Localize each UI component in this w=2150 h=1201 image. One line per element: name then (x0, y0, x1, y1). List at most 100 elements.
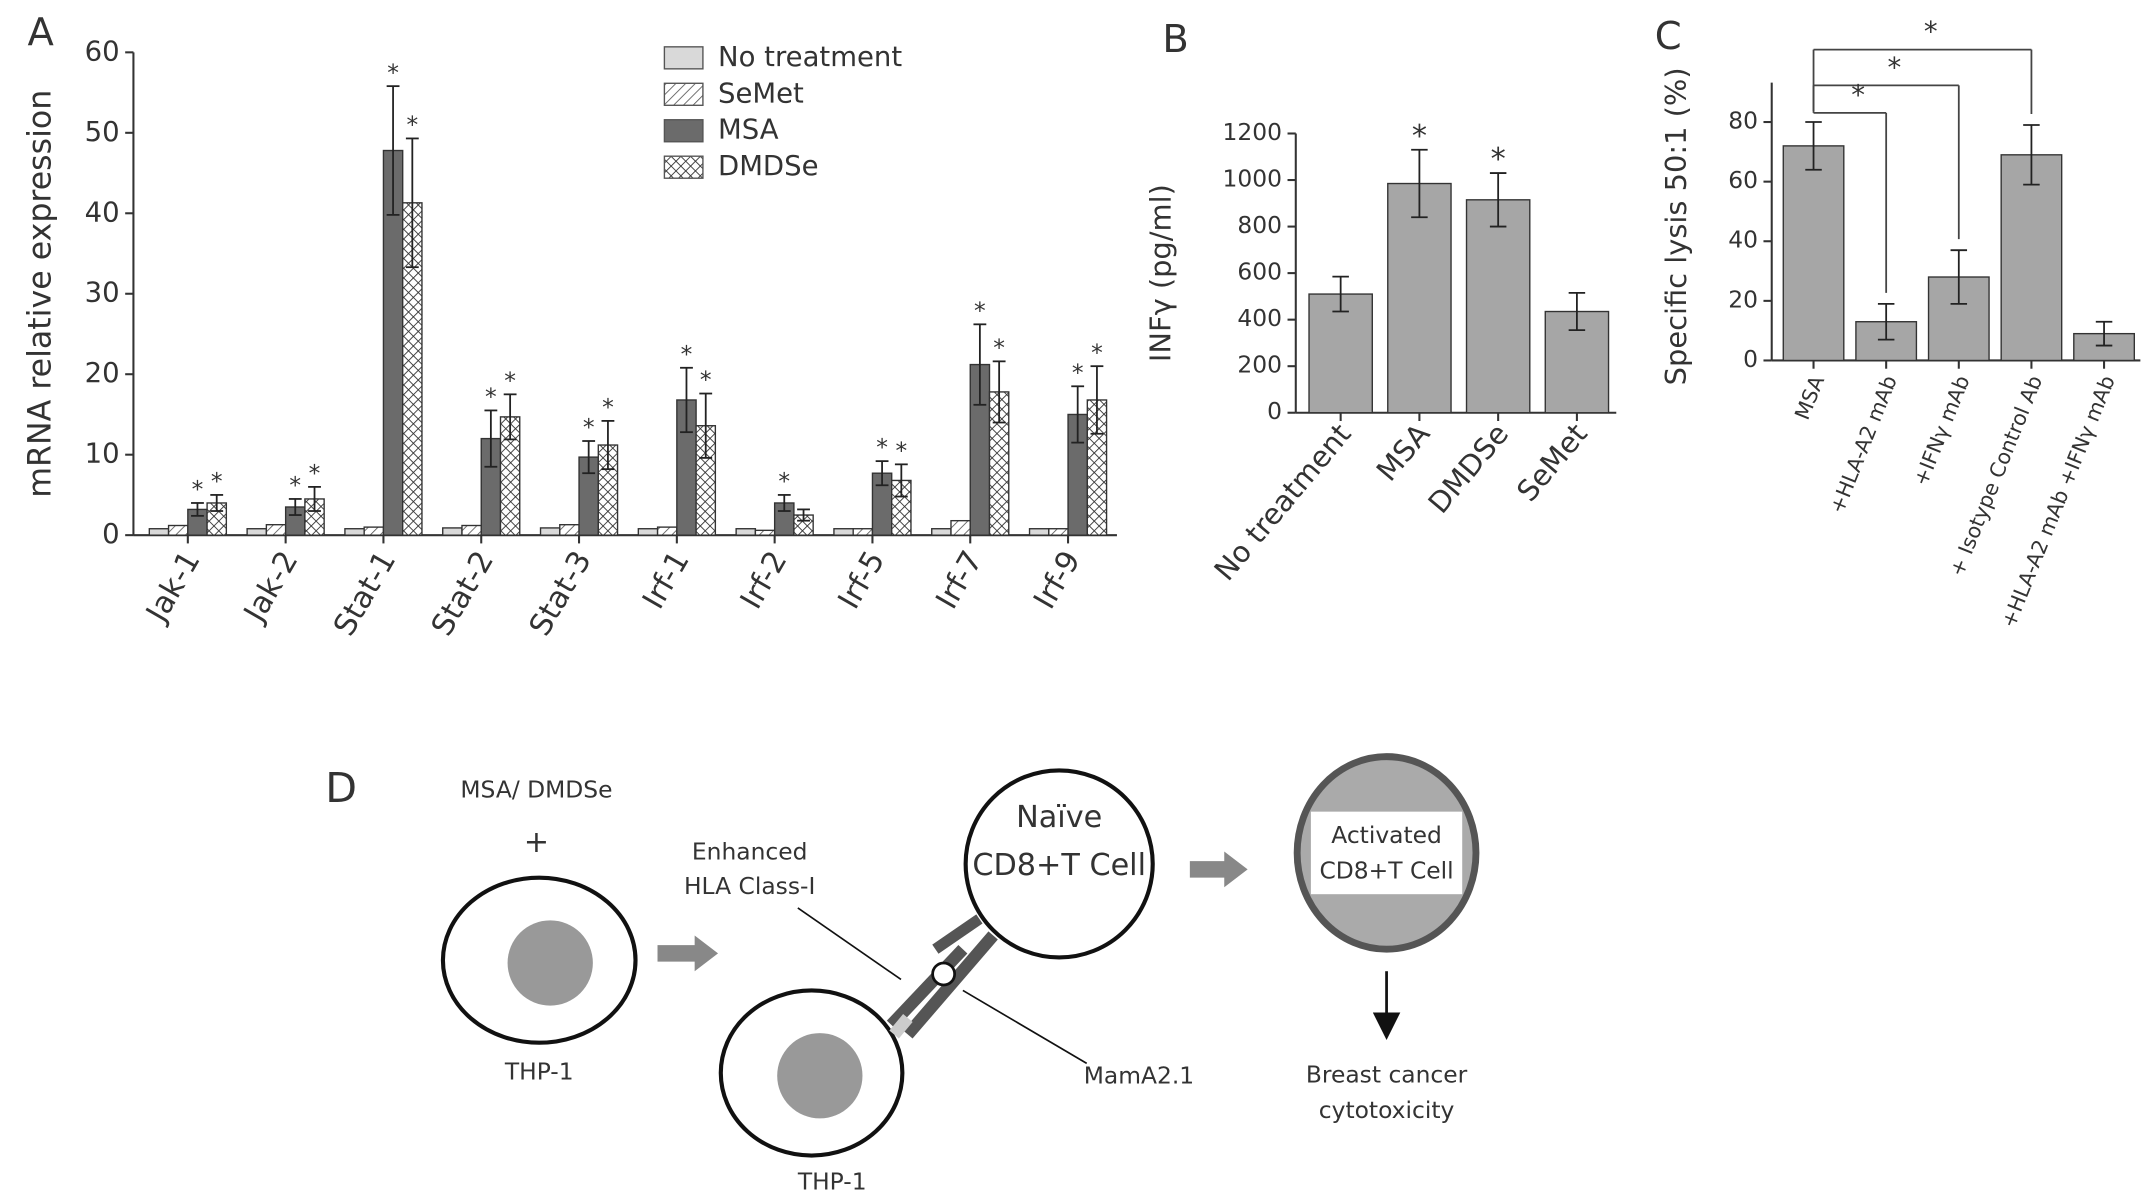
x-tick-label: Stat-2 (425, 545, 501, 642)
significance-star: * (974, 296, 986, 324)
x-tick-label: Irf-1 (636, 545, 697, 615)
y-tick-label: 400 (1237, 304, 1282, 332)
bar (1782, 145, 1845, 362)
y-tick-label: 1000 (1223, 165, 1283, 193)
y-tick-label: 20 (1728, 285, 1758, 313)
bar (852, 528, 874, 536)
bar (148, 528, 170, 536)
significance-star: * (700, 366, 712, 394)
activated-label: CD8+T Cell (1319, 857, 1453, 885)
bar (754, 529, 776, 536)
y-tick-label: 0 (1743, 345, 1758, 373)
significance-star: * (1491, 142, 1506, 177)
comparison-star: * (1851, 79, 1865, 111)
legend-swatch (663, 119, 704, 143)
significance-star: * (1072, 358, 1084, 386)
receptor (889, 1014, 913, 1039)
significance-star: * (583, 413, 595, 441)
y-tick-label: 80 (1728, 107, 1758, 135)
y-tick-label: 200 (1237, 351, 1282, 379)
bar (637, 528, 659, 536)
significance-star: * (485, 383, 497, 411)
bar (461, 524, 482, 536)
receptor (903, 931, 998, 1039)
comparison-star: * (1888, 52, 1902, 84)
cell-label: THP-1 (504, 1058, 574, 1086)
nucleus (777, 1033, 863, 1119)
pointer (962, 989, 1088, 1065)
bar (167, 524, 189, 536)
x-tick-label: +IFNγ mAb (1909, 372, 1975, 489)
bar (2000, 154, 2063, 362)
hla-label: Enhanced (692, 837, 808, 865)
label-box (1310, 811, 1463, 895)
panel-label: C (1655, 14, 1682, 59)
x-tick-label: Stat-3 (523, 545, 599, 642)
naive-label: CD8+T Cell (972, 848, 1146, 883)
bar (559, 524, 580, 536)
legend-label: SeMet (718, 77, 804, 109)
bar (1308, 293, 1373, 414)
bar (931, 528, 952, 536)
naive-label: Naïve (1016, 800, 1102, 835)
receptor (886, 944, 968, 1030)
significance-star: * (1091, 338, 1103, 366)
outcome-label: Breast cancer (1306, 1060, 1468, 1088)
x-tick-label: SeMet (1510, 417, 1594, 508)
significance-star: * (211, 467, 223, 495)
bar (539, 527, 561, 536)
x-tick-label: DMDSe (1421, 417, 1515, 520)
significance-star: * (406, 111, 418, 139)
significance-star: * (387, 58, 399, 86)
diagram: D MSA/ DMDSe + THP-1 Naïve CD8+T Cell En… (325, 753, 1480, 1196)
x-tick-label: Irf-7 (929, 545, 990, 615)
y-tick-label: 10 (85, 438, 120, 470)
bar (1465, 199, 1531, 414)
significance-star: * (778, 467, 790, 495)
y-tick-label: 0 (1267, 397, 1282, 425)
plus-sign: + (524, 825, 549, 860)
pointer (797, 907, 902, 981)
significance-star: * (504, 366, 516, 394)
panel-label: B (1162, 17, 1188, 62)
x-tick-label: MSA (1790, 372, 1829, 423)
legend-label: No treatment (718, 41, 902, 73)
x-tick-label: No treatment (1207, 417, 1357, 587)
panel-label: A (28, 10, 55, 55)
legend-label: DMDSe (718, 150, 818, 182)
bar (344, 528, 365, 536)
treatment-label: MSA/ DMDSe (460, 776, 612, 804)
x-tick-label: +HLA-A2 mAb (1825, 372, 1902, 517)
significance-star: * (192, 475, 204, 503)
y-tick-label: 600 (1237, 258, 1282, 286)
y-axis-label: mRNA relative expression (22, 90, 58, 498)
significance-star: * (1412, 119, 1427, 154)
y-tick-label: 1200 (1223, 118, 1283, 146)
peptide (931, 961, 957, 987)
comparison-star: * (1924, 16, 1938, 48)
bar (735, 528, 757, 536)
mam-label: MamA2.1 (1084, 1062, 1194, 1090)
significance-star: * (895, 436, 907, 464)
y-tick-label: 20 (85, 357, 120, 389)
x-tick-label: Jak-2 (237, 545, 306, 629)
y-tick-label: 60 (85, 35, 120, 67)
y-tick-label: 30 (85, 277, 120, 309)
activated-label: Activated (1331, 821, 1442, 849)
x-tick-label: Stat-1 (327, 545, 403, 642)
legend-swatch (663, 82, 704, 106)
legend-swatch (663, 46, 704, 70)
bar (363, 526, 385, 536)
legend-swatch (663, 155, 704, 179)
bar (1927, 276, 1990, 362)
y-tick-label: 60 (1728, 166, 1758, 194)
bar (265, 524, 287, 536)
x-tick-label: MSA (1370, 417, 1437, 488)
significance-star: * (993, 333, 1005, 361)
bar (1048, 528, 1069, 536)
significance-star: * (876, 433, 888, 461)
x-tick-label: Irf-2 (734, 545, 795, 615)
bar (1028, 528, 1050, 536)
y-tick-label: 50 (85, 116, 120, 148)
